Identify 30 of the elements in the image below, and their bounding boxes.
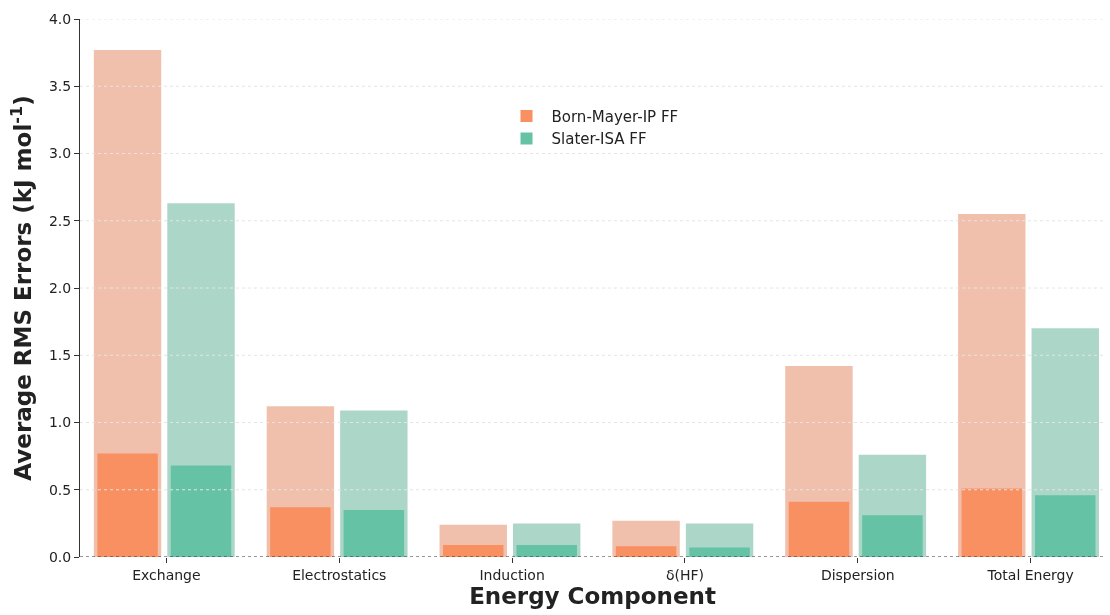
- x-tick-label: Total Energy: [986, 566, 1074, 583]
- legend-label: Born-Mayer-IP FF: [551, 107, 679, 126]
- y-tick-label: 1.0: [48, 414, 72, 431]
- y-tick-label: 2.0: [48, 279, 72, 296]
- bar: [1035, 495, 1096, 557]
- x-tick-label: Dispersion: [820, 566, 895, 583]
- bar: [615, 546, 677, 557]
- bar: [788, 501, 850, 557]
- y-tick-label: 3.0: [48, 145, 72, 162]
- y-tick-label: 4.0: [48, 10, 72, 27]
- bar: [97, 453, 158, 557]
- bar: [862, 515, 923, 557]
- bar: [270, 507, 331, 557]
- y-tick-label: 2.5: [48, 212, 72, 229]
- bar: [689, 547, 750, 557]
- legend-label: Slater-ISA FF: [551, 130, 647, 149]
- bar: [516, 544, 577, 557]
- y-tick-label: 0.5: [48, 481, 72, 498]
- x-tick-label: Induction: [479, 566, 545, 583]
- x-tick-label: Exchange: [132, 566, 201, 583]
- x-tick-label: δ(HF): [665, 566, 705, 583]
- x-axis-title: Energy Component: [469, 583, 716, 610]
- x-tick-label: Electrostatics: [292, 566, 387, 583]
- bar: [170, 465, 232, 557]
- y-tick-label: 1.5: [48, 347, 72, 364]
- bar: [343, 509, 405, 557]
- bar: [961, 488, 1023, 557]
- bar: [442, 544, 504, 557]
- y-tick-label: 3.5: [48, 78, 72, 95]
- y-tick-label: 0.0: [48, 548, 72, 565]
